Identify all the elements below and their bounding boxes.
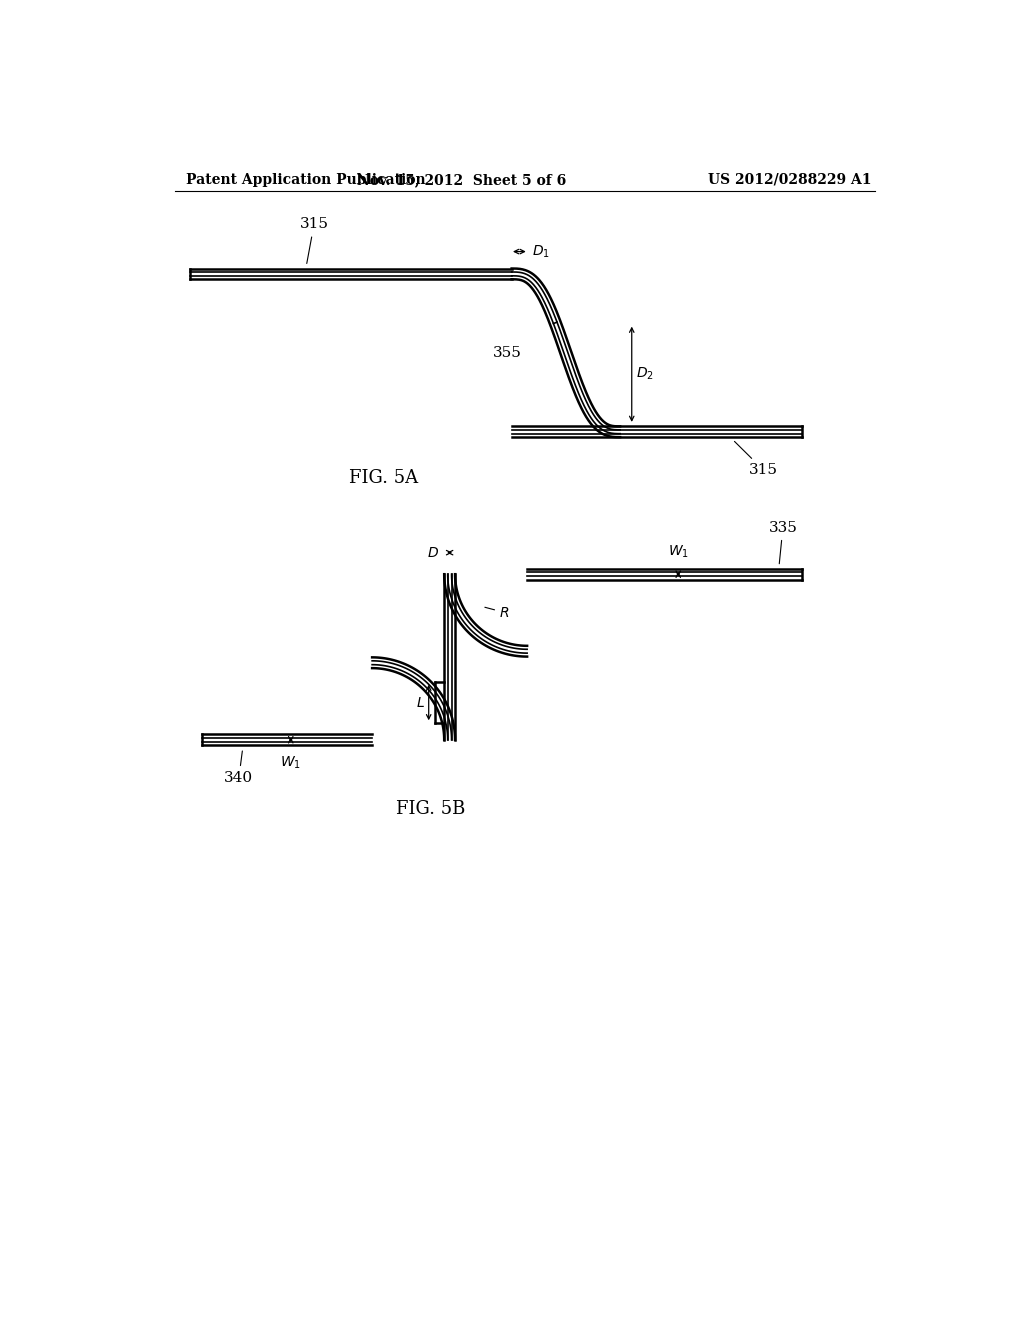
Text: 340: 340: [224, 751, 253, 785]
Text: 315: 315: [299, 218, 329, 264]
Text: FIG. 5B: FIG. 5B: [395, 800, 465, 818]
Text: 315: 315: [734, 441, 778, 477]
Text: L: L: [417, 696, 425, 710]
Text: D: D: [427, 545, 438, 560]
Text: R: R: [484, 606, 510, 619]
Text: US 2012/0288229 A1: US 2012/0288229 A1: [709, 173, 872, 187]
Text: $D_1$: $D_1$: [531, 243, 550, 260]
Text: 355: 355: [494, 346, 522, 360]
Text: Patent Application Publication: Patent Application Publication: [186, 173, 426, 187]
Text: $W_1$: $W_1$: [281, 755, 301, 771]
Text: 335: 335: [768, 521, 798, 564]
Text: $D_2$: $D_2$: [636, 366, 654, 383]
Text: $W_1$: $W_1$: [668, 543, 689, 560]
Text: Nov. 15, 2012  Sheet 5 of 6: Nov. 15, 2012 Sheet 5 of 6: [356, 173, 566, 187]
Text: FIG. 5A: FIG. 5A: [349, 469, 419, 487]
